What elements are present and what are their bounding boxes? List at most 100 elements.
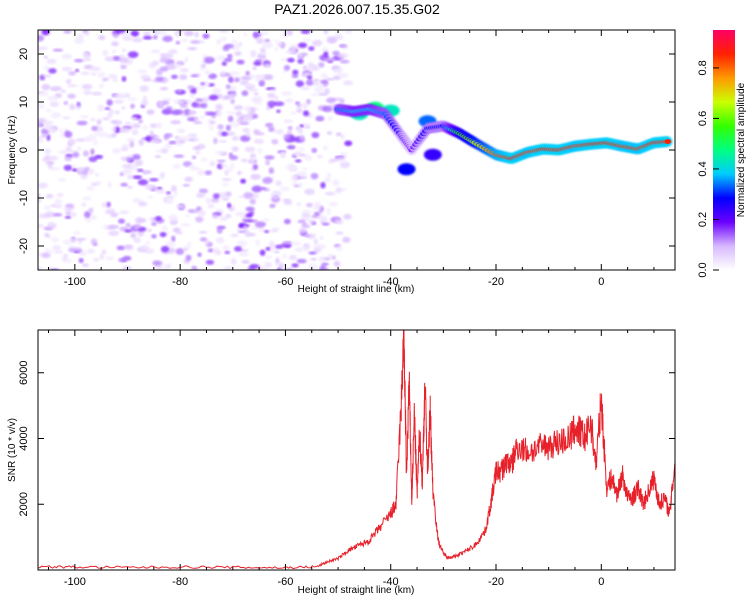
spectrogram-noise-cell bbox=[252, 66, 257, 70]
spectrogram-noise-cell bbox=[314, 243, 326, 250]
spectrogram-noise-cell bbox=[200, 115, 205, 119]
spectrogram-noise-cell bbox=[151, 60, 159, 66]
spectrogram-noise-cell bbox=[118, 92, 127, 99]
spectrogram-noise-cell bbox=[48, 221, 55, 227]
spectrogram-noise-cell bbox=[212, 87, 222, 95]
spectrogram-noise-cell bbox=[269, 203, 276, 208]
spectrogram-noise-cell bbox=[230, 233, 239, 238]
spectrogram-noise-cell bbox=[263, 63, 271, 69]
spectrogram-noise-cell bbox=[63, 164, 73, 171]
spectrogram-noise-cell bbox=[137, 168, 144, 172]
spectrogram-noise-cell bbox=[271, 138, 279, 145]
spectrogram-noise-cell bbox=[151, 234, 157, 239]
spectrogram-noise-cell bbox=[228, 131, 236, 136]
spectrogram-noise-cell bbox=[192, 146, 201, 151]
spectrogram-noise-cell bbox=[305, 202, 313, 208]
spectrogram-noise-cell bbox=[162, 100, 170, 106]
spectrogram-noise-cell bbox=[322, 222, 330, 226]
spectrogram-noise-cell bbox=[247, 159, 257, 165]
spectrogram-noise-cell bbox=[238, 195, 244, 199]
spectrogram-noise-cell bbox=[123, 244, 134, 250]
spectrogram-noise-cell bbox=[220, 70, 227, 77]
spectrogram-noise-cell bbox=[94, 181, 102, 186]
spectrogram-noise-cell bbox=[112, 77, 118, 83]
spectrogram-noise-cell bbox=[76, 33, 85, 39]
spectrogram-noise-cell bbox=[54, 198, 63, 205]
spectrogram-noise-cell bbox=[62, 116, 70, 120]
spectrogram-noise-cell bbox=[335, 231, 344, 235]
spectrogram-noise-cell bbox=[273, 250, 280, 254]
spectrogram-noise-cell bbox=[203, 56, 215, 64]
spectrogram-noise-cell bbox=[52, 48, 64, 52]
spectrogram-noise-cell bbox=[141, 99, 149, 107]
spectrogram-noise-cell bbox=[190, 40, 201, 44]
spectrogram-noise-cell bbox=[151, 221, 157, 227]
spectrogram-noise-cell bbox=[268, 89, 277, 93]
spectrogram-noise-cell bbox=[98, 35, 106, 40]
spectrogram-noise-cell bbox=[81, 202, 87, 208]
spectrogram-noise-cell bbox=[288, 254, 297, 261]
spectrogram-noise-cell bbox=[143, 185, 153, 189]
snr-ylabel: SNR (10 * v/v) bbox=[7, 418, 18, 482]
snr-frame bbox=[37, 329, 676, 571]
spectrogram-noise-cell bbox=[286, 145, 296, 150]
spectrogram-noise-cell bbox=[241, 260, 250, 264]
spectrogram-noise-cell bbox=[51, 236, 59, 243]
x-tick-label: -20 bbox=[488, 276, 504, 288]
spectrogram-noise-cell bbox=[82, 52, 91, 59]
colorbar-gradient bbox=[713, 30, 735, 270]
spectrogram-noise-cell bbox=[97, 71, 106, 79]
spectrogram-noise-cell bbox=[165, 240, 176, 248]
spectrogram-noise-cell bbox=[153, 135, 160, 140]
spectrogram-noise-cell bbox=[166, 191, 171, 195]
spectrogram-noise-cell bbox=[85, 31, 90, 36]
spectrogram-noise-cell bbox=[274, 39, 280, 43]
spectrogram-noise-cell bbox=[61, 53, 72, 60]
spectrogram-noise-cell bbox=[48, 68, 57, 74]
spectrogram-noise-cell bbox=[239, 121, 250, 125]
spectrogram-noise-cell bbox=[230, 98, 235, 105]
spectrogram-noise-cell bbox=[289, 44, 299, 51]
spectrogram-noise-cell bbox=[304, 188, 315, 196]
spectrogram-noise-cell bbox=[274, 96, 279, 100]
spectrogram-noise-cell bbox=[144, 241, 151, 245]
spectrogram-ylabel: Frequency (Hz) bbox=[7, 116, 18, 185]
spectrogram-noise-cell bbox=[42, 157, 51, 162]
spectrogram-noise-cell bbox=[60, 131, 65, 139]
spectrogram-noise-cell bbox=[38, 193, 41, 197]
spectrogram-noise-cell bbox=[127, 51, 139, 58]
spectrogram-noise-cell bbox=[322, 106, 333, 113]
spectrogram-noise-cell bbox=[173, 154, 185, 158]
spectrogram-noise-cell bbox=[205, 197, 211, 204]
spectrogram-noise-cell bbox=[187, 110, 197, 115]
spectrogram-noise-cell bbox=[255, 59, 262, 63]
spectrogram-noise-cell bbox=[126, 157, 132, 162]
spectrogram-noise-cell bbox=[258, 228, 264, 232]
spectrogram-noise-cell bbox=[319, 266, 329, 270]
spectrogram-noise-cell bbox=[323, 50, 329, 57]
spectrogram-noise-cell bbox=[268, 167, 275, 174]
spectrogram-noise-cell bbox=[41, 134, 47, 138]
spectrogram-noise-cell bbox=[306, 98, 311, 105]
spectrogram-noise-cell bbox=[208, 73, 217, 80]
spectrogram-noise-cell bbox=[180, 38, 189, 42]
spectrogram-noise-cell bbox=[297, 182, 303, 188]
spectrogram-noise-cell bbox=[149, 139, 161, 144]
spectrogram-noise-cell bbox=[38, 136, 44, 144]
snr-panel: -100 -80 -60 -40 -20 0 2000 4000 6000 Height of … bbox=[7, 329, 676, 596]
spectrogram-noise-cell bbox=[84, 91, 93, 95]
spectrogram-noise-cell bbox=[149, 130, 154, 137]
spectrogram-noise-cell bbox=[276, 42, 284, 47]
spectrogram-noise-cell bbox=[287, 129, 293, 136]
spectrogram-noise-cell bbox=[130, 116, 138, 121]
spectrogram-noise-cell bbox=[335, 245, 343, 252]
spectrogram-noise-cell bbox=[229, 71, 240, 76]
spectrogram-noise-cell bbox=[82, 150, 90, 157]
spectrogram-noise-cell bbox=[260, 47, 266, 53]
spectrogram-noise-cell bbox=[164, 133, 173, 138]
spectrogram-noise-cell bbox=[116, 245, 126, 251]
spectrogram-noise-cell bbox=[187, 85, 195, 90]
spectrogram-noise-cell bbox=[242, 219, 254, 223]
spectrogram-noise-cell bbox=[155, 76, 164, 82]
spectrogram-noise-cell bbox=[298, 42, 308, 49]
